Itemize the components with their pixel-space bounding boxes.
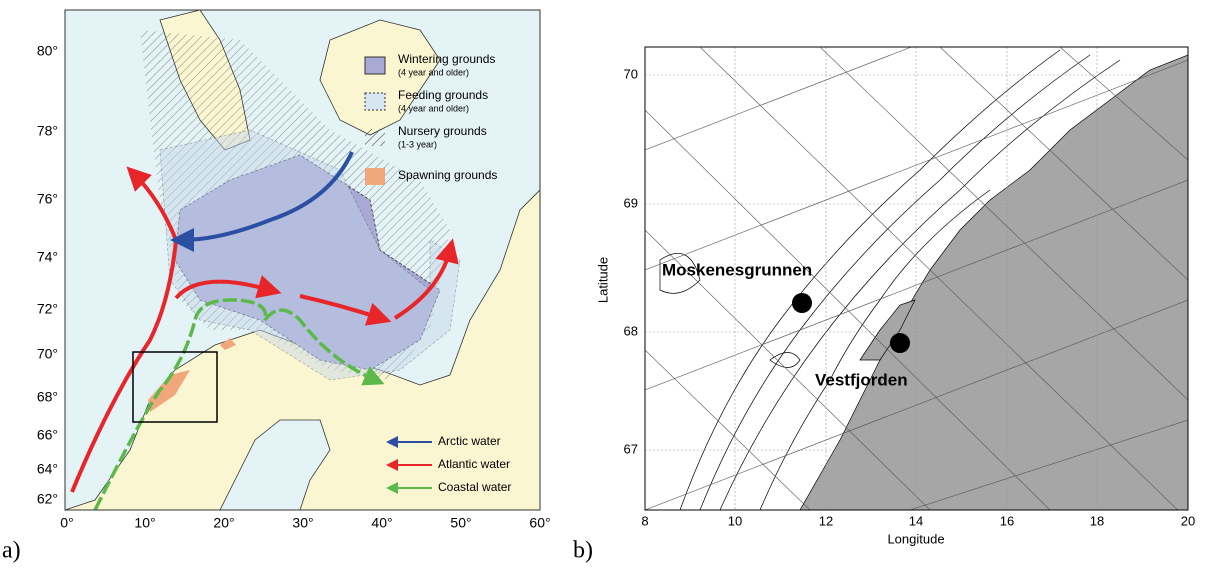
legend-note: (4 year and older) (398, 103, 469, 113)
x-tick-label: 18 (1090, 513, 1104, 528)
lon-tick-label: 10° (134, 515, 155, 531)
legend-label: Wintering grounds (398, 52, 495, 66)
x-tick-label: 14 (909, 513, 923, 528)
lat-tick-label: 80° (37, 43, 58, 59)
lat-tick-label: 78° (37, 123, 58, 139)
lat-tick-label: 74° (37, 249, 58, 265)
lat-tick-label: 70° (37, 346, 58, 362)
x-tick-label: 12 (819, 513, 833, 528)
y-tick-label: 69 (624, 195, 638, 210)
map-a-frame (64, 9, 541, 511)
lon-tick-label: 20° (213, 515, 234, 531)
map-b (645, 47, 1188, 510)
legend-note: (1-3 year) (398, 139, 437, 149)
panel-label: a) (2, 538, 21, 564)
x-tick-label: 20 (1181, 513, 1195, 528)
x-tick-label: 16 (1000, 513, 1014, 528)
y-axis-label: Latitude (595, 257, 610, 303)
lon-tick-label: 30° (292, 515, 313, 531)
lon-tick-label: 50° (450, 515, 471, 531)
lon-tick-label: 0° (60, 515, 73, 531)
water-legend-label: Arctic water (438, 434, 501, 448)
lon-tick-label: 60° (529, 515, 550, 531)
y-tick-label: 68 (624, 323, 638, 338)
legend-swatch (365, 168, 385, 185)
water-legend-label: Coastal water (438, 480, 511, 494)
legend-swatch (364, 92, 386, 111)
map-b-frame (644, 46, 1189, 511)
lat-tick-label: 64° (37, 461, 58, 477)
legend-label: Feeding grounds (398, 88, 488, 102)
legend-label: Spawning grounds (398, 168, 497, 182)
place-label: Vestfjorden (815, 370, 908, 389)
y-tick-label: 70 (624, 66, 638, 81)
y-tick-label: 67 (624, 441, 638, 456)
place-label: Moskenesgrunnen (662, 260, 812, 279)
lat-tick-label: 68° (37, 389, 58, 405)
x-tick-label: 10 (728, 513, 742, 528)
lat-tick-label: 72° (37, 301, 58, 317)
lat-tick-label: 66° (37, 427, 58, 443)
legend-note: (4 year and older) (398, 67, 469, 77)
map-a (65, 10, 540, 510)
panel-label: b) (573, 538, 593, 564)
legend-swatch (364, 56, 386, 75)
legend-label: Nursery grounds (398, 124, 487, 138)
lat-tick-label: 76° (37, 191, 58, 207)
water-legend-label: Atlantic water (438, 457, 510, 471)
lat-tick-label: 62° (37, 491, 58, 507)
legend-swatch (365, 129, 385, 146)
x-tick-label: 8 (641, 513, 648, 528)
x-axis-label: Longitude (887, 531, 944, 546)
lon-tick-label: 40° (371, 515, 392, 531)
